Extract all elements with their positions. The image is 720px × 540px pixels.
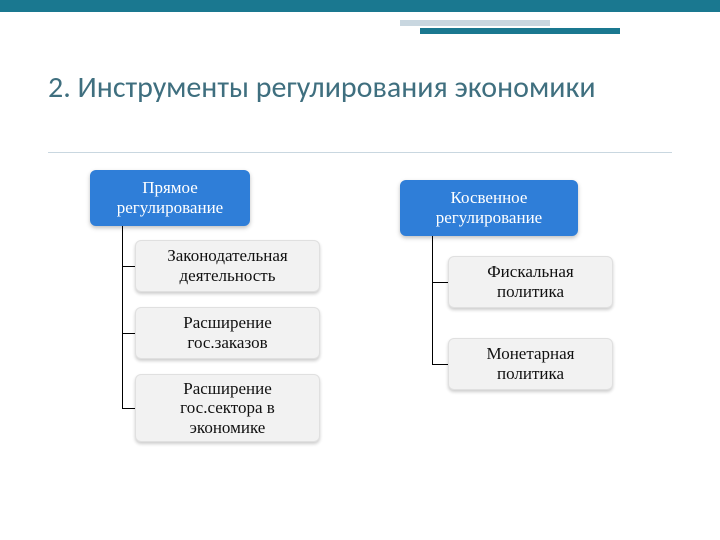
title-underline [48, 152, 672, 153]
child-label: Монетарная политика [457, 344, 604, 383]
root-node-direct: Прямое регулирование [90, 170, 250, 226]
child-node-direct-2: Расширение гос.сектора в экономике [135, 374, 320, 442]
connector-h-direct-2 [122, 408, 135, 409]
connector-vertical-direct [122, 226, 123, 408]
child-label: Фискальная политика [457, 262, 604, 301]
connector-h-indirect-1 [432, 364, 448, 365]
root-label: Косвенное регулирование [409, 188, 569, 227]
connector-vertical-indirect [432, 236, 433, 364]
child-node-indirect-0: Фискальная политика [448, 256, 613, 308]
child-node-direct-0: Законодательная деятельность [135, 240, 320, 292]
slide-title: 2. Инструменты регулирования экономики [48, 70, 608, 106]
connector-h-direct-0 [122, 266, 135, 267]
root-label: Прямое регулирование [99, 178, 241, 217]
connector-h-direct-1 [122, 333, 135, 334]
child-label: Расширение гос.заказов [144, 313, 311, 352]
top-strip [0, 0, 720, 12]
child-label: Законодательная деятельность [144, 246, 311, 285]
child-node-indirect-1: Монетарная политика [448, 338, 613, 390]
connector-h-indirect-0 [432, 282, 448, 283]
child-label: Расширение гос.сектора в экономике [144, 379, 311, 438]
child-node-direct-1: Расширение гос.заказов [135, 307, 320, 359]
accent-bar-1 [420, 28, 620, 34]
root-node-indirect: Косвенное регулирование [400, 180, 578, 236]
accent-bar-0 [400, 20, 550, 26]
